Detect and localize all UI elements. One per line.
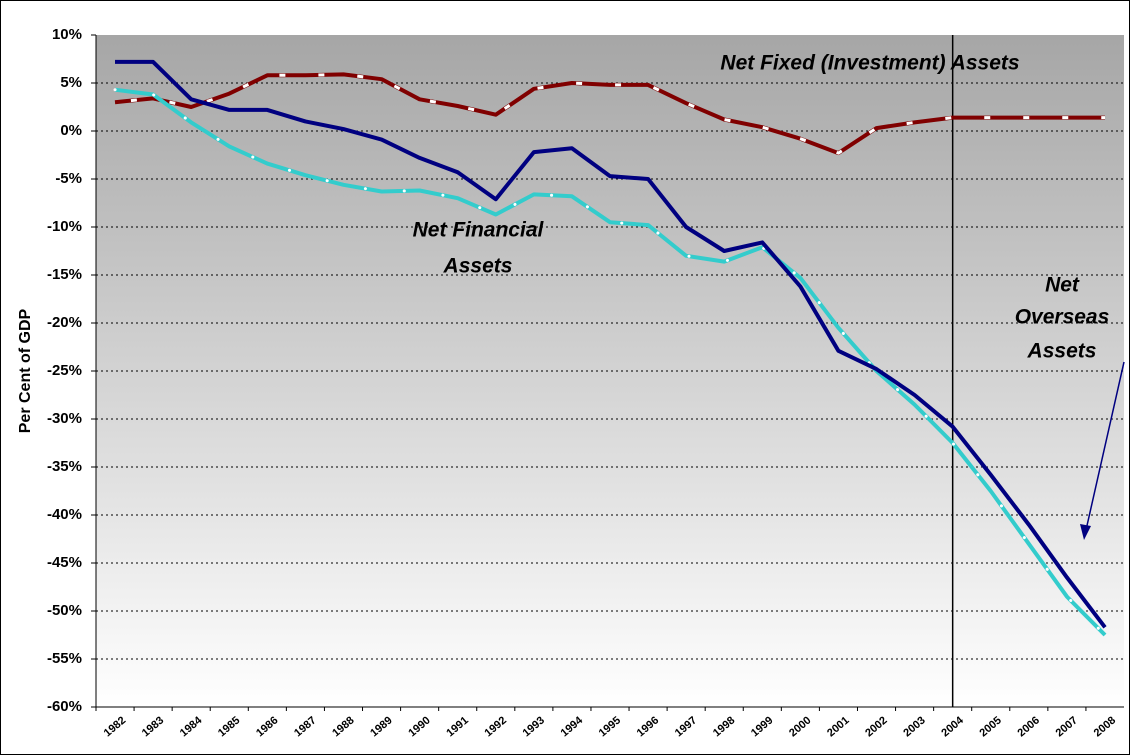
y-tick-label: -15%: [47, 266, 82, 283]
y-tick-label: 0%: [60, 122, 82, 139]
annotation: Net Fixed (Investment) Assets: [720, 52, 1019, 75]
y-tick-label: -20%: [47, 314, 82, 331]
y-tick-label: -5%: [55, 170, 82, 187]
y-tick-label: 10%: [52, 26, 82, 43]
y-tick-label: -40%: [47, 506, 82, 523]
annotation: Overseas: [1015, 306, 1110, 329]
series-line-pattern: [114, 72, 1105, 155]
y-tick-label: -55%: [47, 650, 82, 667]
series-line: [114, 87, 1107, 637]
annotation: Assets: [1027, 340, 1097, 363]
y-axis-label: Per Cent of GDP: [17, 308, 34, 433]
y-tick-label: -50%: [47, 602, 82, 619]
y-tick-label: 5%: [60, 74, 82, 91]
annotation-arrow: [1085, 361, 1125, 531]
y-tick-label: -45%: [47, 554, 82, 571]
plot-area: [96, 35, 1124, 707]
arrow-head: [1080, 524, 1091, 540]
y-tick-label: -30%: [47, 410, 82, 427]
annotation: Net Financial: [413, 219, 545, 242]
y-tick-label: -10%: [47, 218, 82, 235]
y-tick-label: -35%: [47, 458, 82, 475]
annotation: Assets: [443, 255, 513, 278]
y-tick-label: -25%: [47, 362, 82, 379]
y-tick-label: -60%: [47, 698, 82, 715]
annotation: Net: [1045, 274, 1080, 297]
series-line: [115, 59, 1107, 629]
